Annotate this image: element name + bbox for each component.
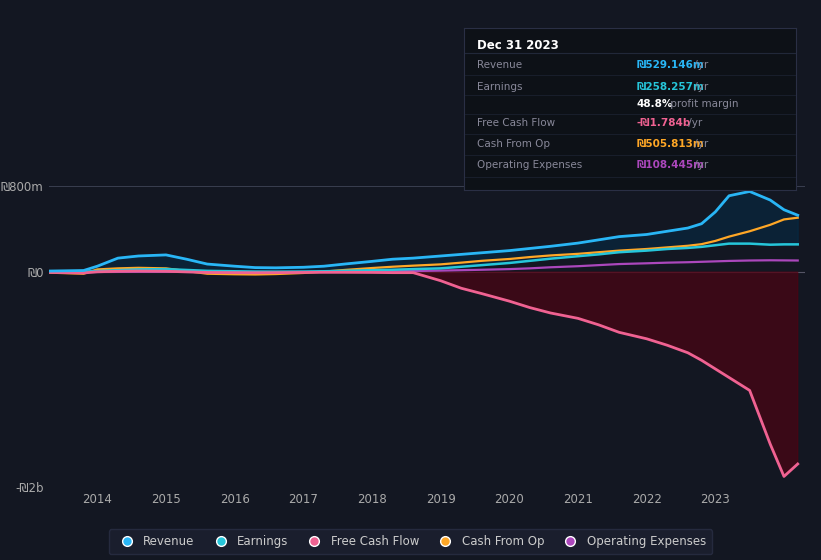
Text: Earnings: Earnings bbox=[477, 82, 523, 92]
Text: ₪529.146m: ₪529.146m bbox=[637, 60, 704, 71]
Text: ₪258.257m: ₪258.257m bbox=[637, 82, 704, 92]
Text: Operating Expenses: Operating Expenses bbox=[477, 160, 582, 170]
Text: Free Cash Flow: Free Cash Flow bbox=[477, 118, 555, 128]
Text: /yr: /yr bbox=[690, 160, 708, 170]
Text: profit margin: profit margin bbox=[667, 99, 738, 109]
Text: -₪1.784b: -₪1.784b bbox=[637, 118, 691, 128]
Text: /yr: /yr bbox=[690, 60, 708, 71]
Text: /yr: /yr bbox=[690, 139, 708, 149]
Text: /yr: /yr bbox=[690, 82, 708, 92]
Text: Dec 31 2023: Dec 31 2023 bbox=[477, 39, 559, 53]
Text: 48.8%: 48.8% bbox=[637, 99, 673, 109]
Text: ₪505.813m: ₪505.813m bbox=[637, 139, 704, 149]
Legend: Revenue, Earnings, Free Cash Flow, Cash From Op, Operating Expenses: Revenue, Earnings, Free Cash Flow, Cash … bbox=[109, 529, 712, 554]
Text: Revenue: Revenue bbox=[477, 60, 522, 71]
Text: /yr: /yr bbox=[685, 118, 702, 128]
Text: Cash From Op: Cash From Op bbox=[477, 139, 550, 149]
Text: ₪108.445m: ₪108.445m bbox=[637, 160, 704, 170]
